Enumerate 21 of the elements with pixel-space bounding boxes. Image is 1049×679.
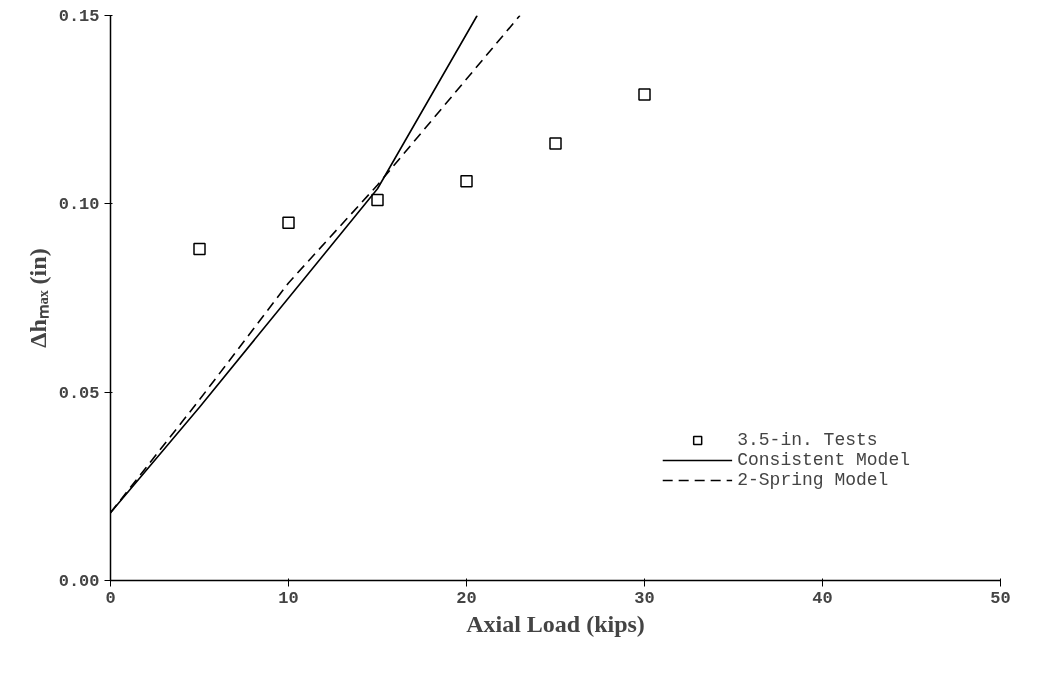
legend-label: 3.5-in. Tests	[737, 430, 878, 450]
x-tick-label: 50	[990, 588, 1011, 608]
x-tick-label: 10	[278, 588, 299, 608]
x-tick-label: 20	[456, 588, 477, 608]
point	[460, 174, 473, 188]
point	[549, 137, 562, 150]
legend-label: 2-Spring Model	[737, 470, 889, 490]
x-tick-label: 0	[105, 588, 116, 608]
x-axis-title: Axial Load (kips)	[466, 610, 645, 637]
x-tick-label: 30	[634, 588, 655, 608]
y-tick-label: 0.15	[58, 7, 100, 26]
x-tick-label: 40	[812, 588, 833, 608]
y-tick-label: 0.05	[58, 383, 100, 403]
point	[638, 88, 651, 101]
y-tick-label: 0.10	[58, 195, 100, 215]
y-tick-label: 0.00	[58, 572, 100, 591]
legend-label: Consistent Model	[737, 450, 910, 470]
point	[193, 242, 206, 256]
point	[282, 216, 295, 229]
point	[371, 193, 384, 207]
y-axis-title: Δhₘₐₓ (in)	[24, 248, 51, 348]
